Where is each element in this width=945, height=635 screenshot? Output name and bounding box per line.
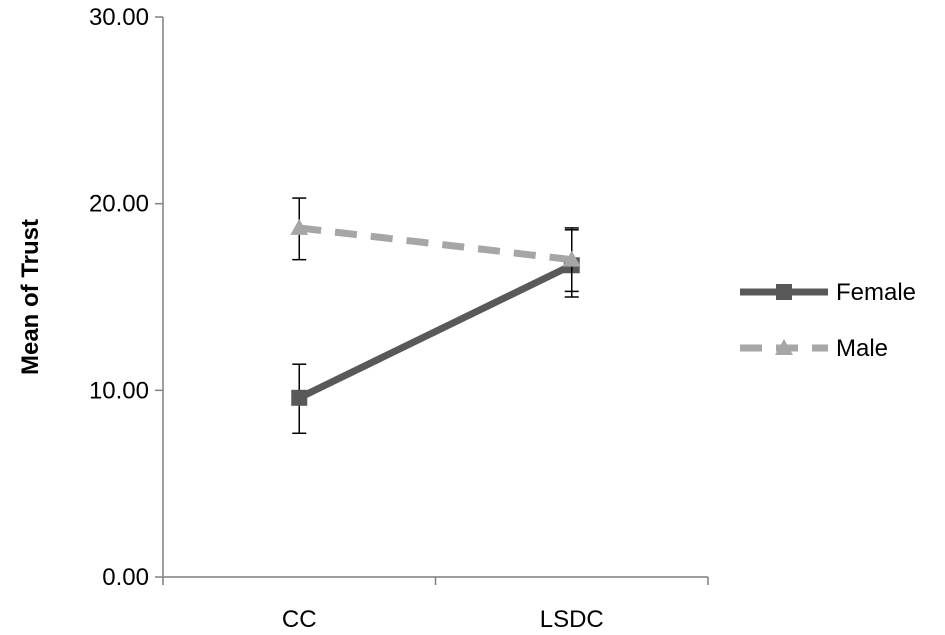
series-layer <box>290 197 581 435</box>
series-line <box>298 224 573 264</box>
x-ticks: CC LSDC <box>162 577 709 633</box>
legend-label: Male <box>836 335 888 362</box>
legend: Female Male <box>740 279 916 362</box>
y-axis-title: Mean of Trust <box>17 219 44 375</box>
data-point <box>291 389 308 406</box>
data-point <box>562 250 581 267</box>
x-tick-label: LSDC <box>540 606 604 633</box>
series-line <box>297 262 574 401</box>
series-male <box>290 197 581 293</box>
axes <box>162 17 708 578</box>
series-female <box>291 227 580 435</box>
y-ticks: 0.00 10.00 20.00 30.00 <box>89 4 163 591</box>
data-point <box>290 218 309 235</box>
x-tick-label: CC <box>282 606 317 633</box>
y-tick-label: 10.00 <box>89 377 149 404</box>
legend-marker <box>775 339 793 355</box>
legend-marker <box>776 284 792 300</box>
y-tick-label: 30.00 <box>89 4 149 31</box>
legend-label: Female <box>836 279 916 306</box>
y-tick-label: 0.00 <box>102 564 149 591</box>
y-tick-label: 20.00 <box>89 191 149 218</box>
legend-item-female: Female <box>740 279 916 306</box>
legend-item-male: Male <box>740 335 888 362</box>
